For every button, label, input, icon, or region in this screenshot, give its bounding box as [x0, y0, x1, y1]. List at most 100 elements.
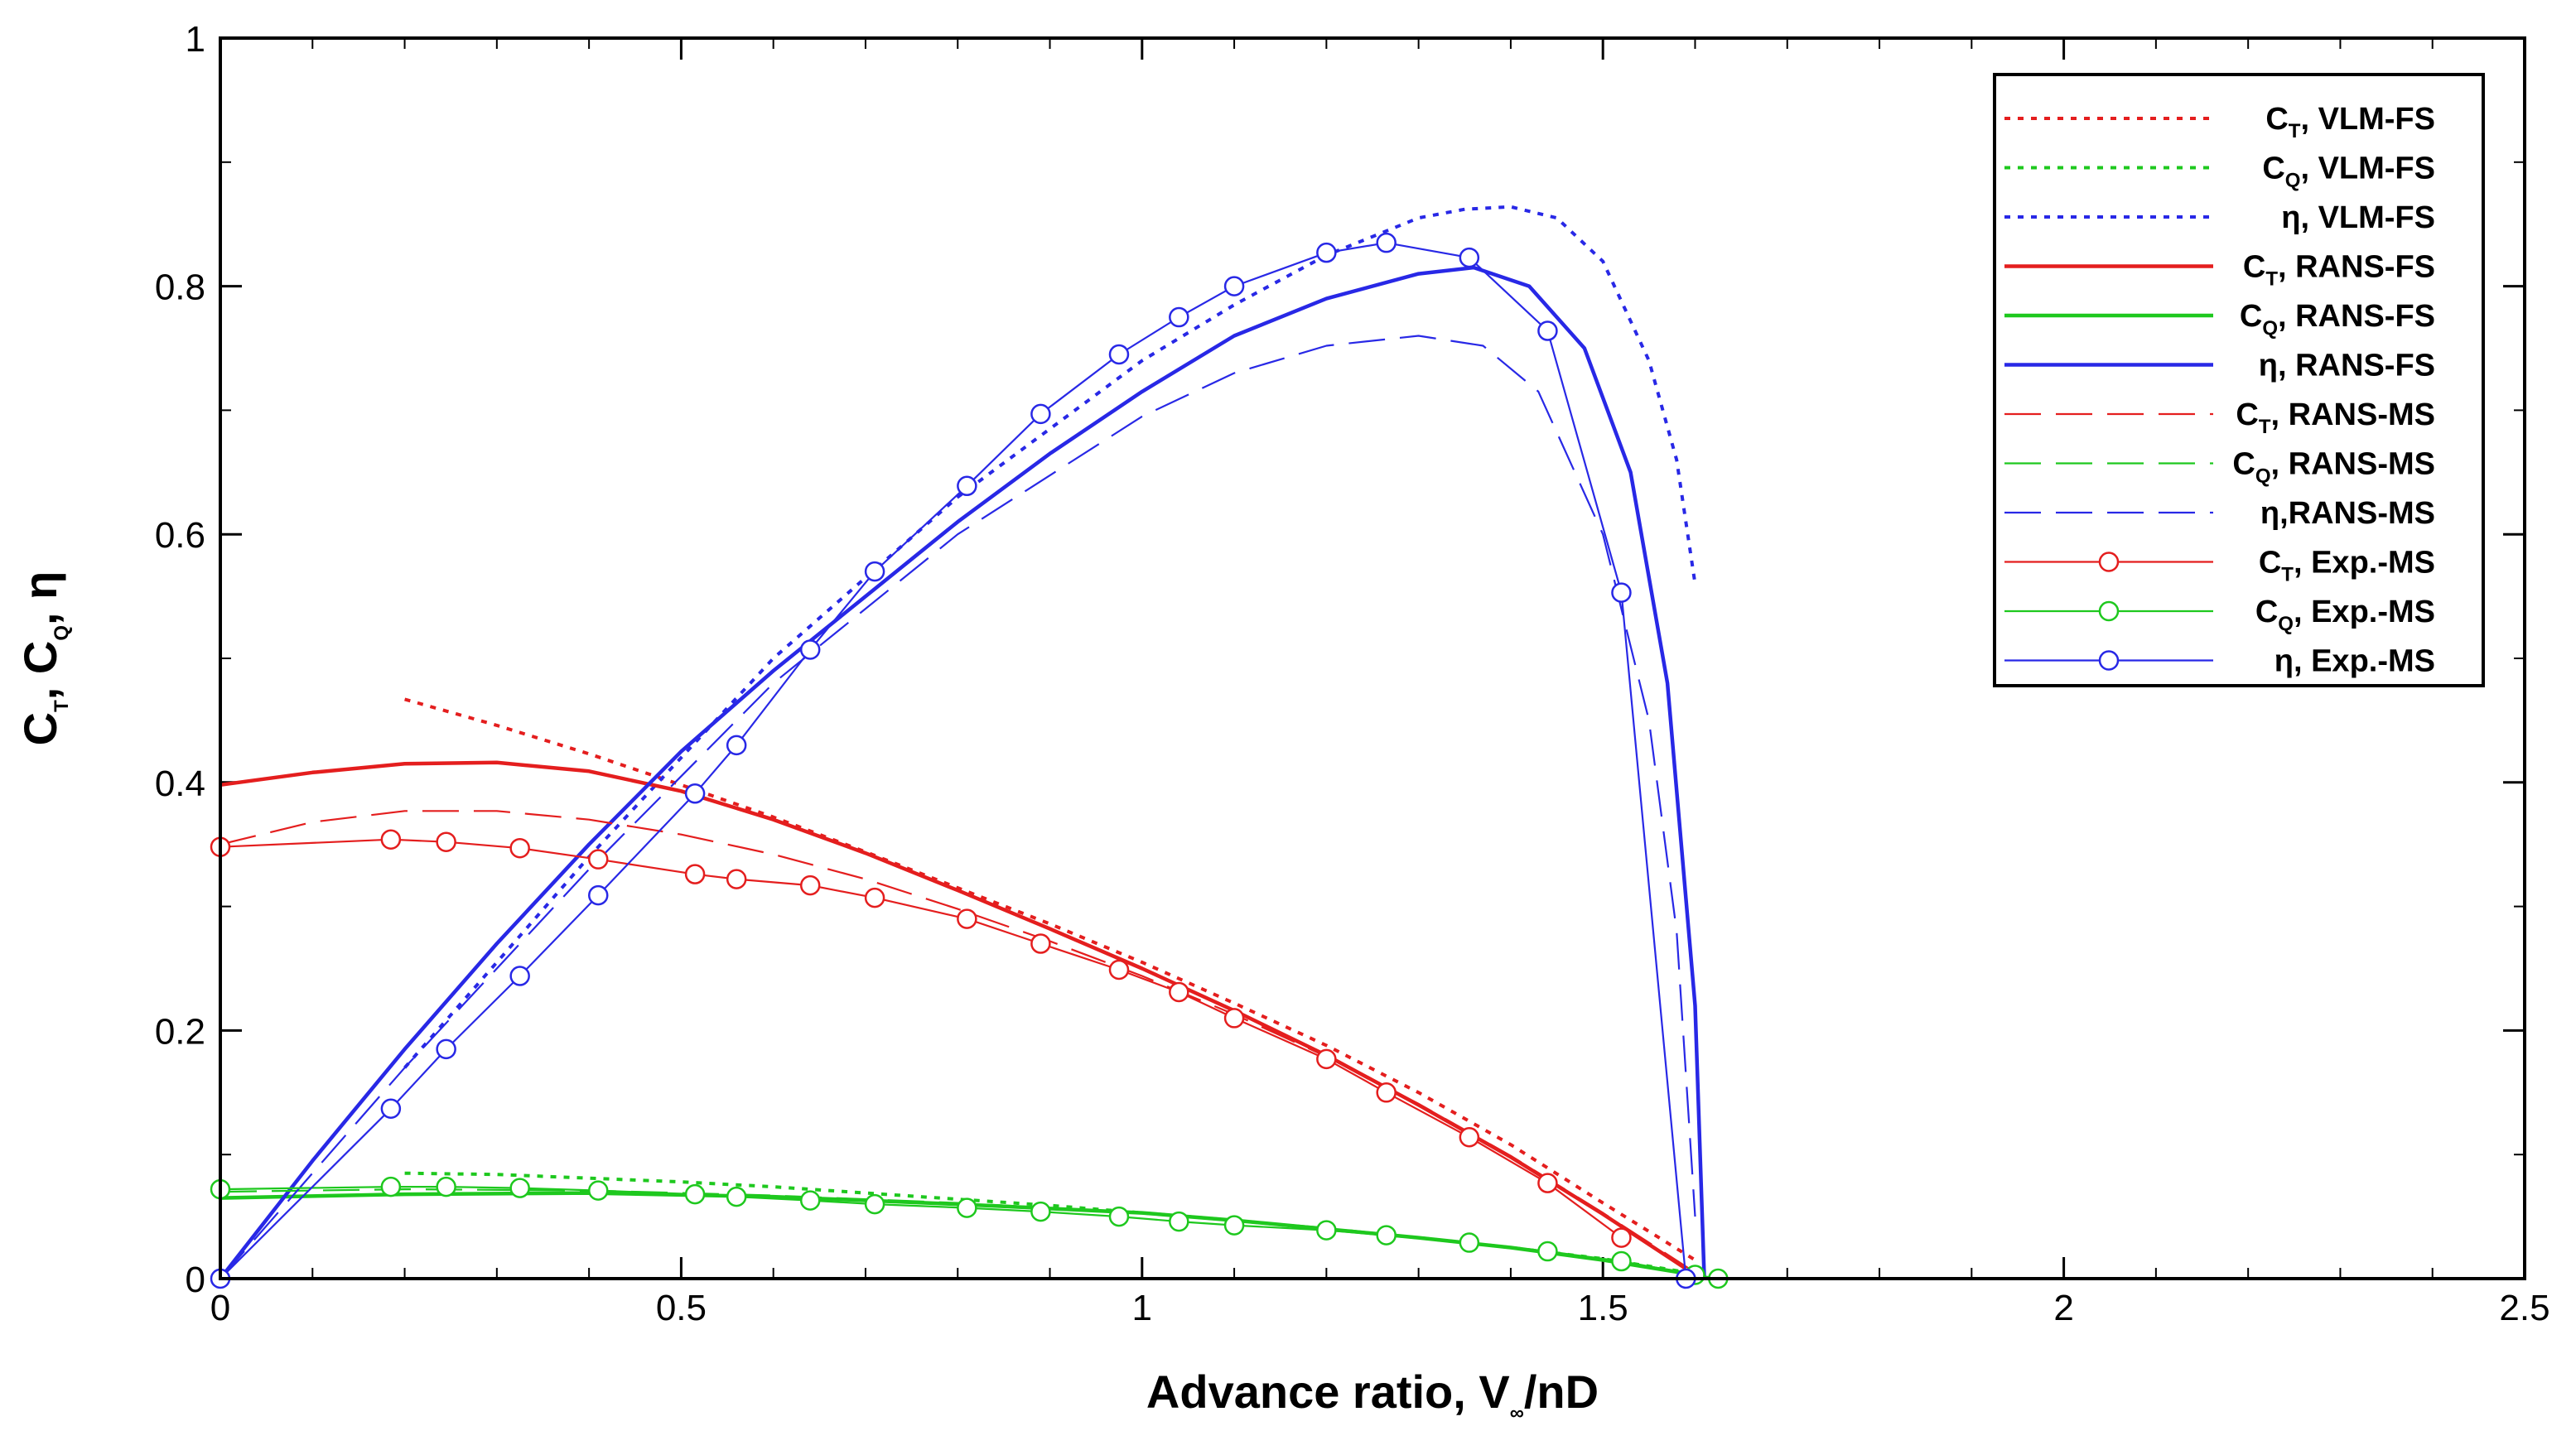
x-tick-label: 1	[1132, 1288, 1152, 1328]
legend-label-cq-exp-ms: CQ, Exp.-MS	[2255, 595, 2435, 635]
x-tick-label: 0.5	[656, 1288, 707, 1328]
legend-entry-eta-exp-ms: η, Exp.-MS	[2004, 644, 2435, 679]
legend-label-ct-exp-ms: CT, Exp.-MS	[2259, 546, 2435, 586]
data-point-cq-exp-ms	[380, 1176, 402, 1197]
data-point-cq-exp-ms	[1537, 1241, 1558, 1262]
x-axis-title: Advance ratio, V∞/nD	[1146, 1366, 1599, 1424]
legend-label-eta-exp-ms: η, Exp.-MS	[2275, 644, 2435, 679]
data-point-ct-exp-ms	[864, 887, 885, 908]
legend-box	[1993, 73, 2485, 687]
legend-label-ct-rans-fs: CT, RANS-FS	[2243, 250, 2435, 291]
legend-entry-ct-rans-fs: CT, RANS-FS	[2004, 250, 2435, 291]
series-cq-exp-ms	[210, 1176, 1729, 1289]
legend-entry-ct-vlm-fs: CT, VLM-FS	[2004, 102, 2435, 142]
legend-label-eta-rans-fs: η, RANS-FS	[2259, 349, 2435, 383]
data-point-eta-exp-ms	[1459, 247, 1480, 268]
data-point-ct-exp-ms	[799, 874, 821, 896]
series-ct-exp-ms	[210, 829, 1632, 1248]
data-point-ct-exp-ms	[436, 831, 456, 852]
legend-entry-ct-rans-ms: CT, RANS-MS	[2004, 398, 2435, 438]
data-point-cq-exp-ms	[1030, 1201, 1051, 1222]
data-point-eta-exp-ms	[1030, 403, 1051, 425]
data-point-eta-exp-ms	[1376, 232, 1397, 253]
data-point-ct-exp-ms	[1030, 933, 1051, 954]
x-tick-label: 0	[210, 1288, 230, 1328]
series-line-ct-rans-ms	[219, 810, 1696, 1274]
data-point-ct-exp-ms	[957, 908, 977, 929]
data-point-eta-exp-ms	[684, 783, 706, 804]
series-layer	[210, 205, 1729, 1289]
series-line-ct-rans-fs	[219, 760, 1687, 1270]
y-tick-label: 0.4	[155, 764, 205, 804]
data-point-eta-exp-ms	[380, 1098, 402, 1120]
series-ct-rans-ms	[219, 810, 1696, 1274]
data-point-ct-exp-ms	[1537, 1173, 1558, 1193]
data-point-ct-exp-ms	[1108, 959, 1130, 980]
data-point-cq-exp-ms	[436, 1176, 456, 1197]
legend-marker-eta-exp-ms	[2098, 650, 2120, 671]
x-tick-label: 1.5	[1578, 1288, 1628, 1328]
data-point-cq-exp-ms	[587, 1180, 609, 1201]
data-point-cq-exp-ms	[864, 1193, 885, 1215]
y-axis-title: CT, CQ, η	[14, 571, 73, 746]
data-point-ct-exp-ms	[1316, 1048, 1337, 1070]
y-tick-label: 0.6	[155, 515, 205, 556]
data-point-ct-exp-ms	[1611, 1227, 1632, 1248]
y-tick-label: 1	[186, 19, 205, 60]
data-point-cq-exp-ms	[726, 1186, 747, 1207]
data-point-cq-exp-ms	[1611, 1250, 1632, 1272]
legend-entry-eta-vlm-fs: η, VLM-FS	[2004, 200, 2435, 235]
data-point-eta-exp-ms	[1108, 344, 1130, 365]
legend-label-eta-vlm-fs: η, VLM-FS	[2281, 200, 2435, 235]
legend-marker-ct-exp-ms	[2098, 552, 2120, 572]
data-point-cq-exp-ms	[1108, 1206, 1130, 1227]
legend-label-ct-vlm-fs: CT, VLM-FS	[2265, 102, 2435, 142]
data-point-eta-exp-ms	[799, 639, 821, 660]
data-point-cq-exp-ms	[1223, 1215, 1245, 1236]
legend-entry-eta-rans-fs: η, RANS-FS	[2004, 349, 2435, 383]
data-point-eta-exp-ms	[1537, 320, 1558, 341]
legend-entry-cq-exp-ms: CQ, Exp.-MS	[2004, 595, 2435, 635]
x-tick-label: 2.5	[2499, 1288, 2549, 1328]
data-point-ct-exp-ms	[726, 869, 747, 889]
series-eta-rans-fs	[219, 265, 1706, 1280]
data-point-ct-exp-ms	[1459, 1126, 1480, 1148]
data-point-eta-exp-ms	[1223, 276, 1245, 296]
series-ct-rans-fs	[219, 760, 1687, 1270]
legend-entries: CT, VLM-FS CQ, VLM-FS η, VLM-FS CT, RANS-FS…	[2004, 102, 2435, 679]
data-point-cq-exp-ms	[957, 1197, 977, 1218]
data-point-cq-exp-ms	[1376, 1225, 1397, 1246]
data-point-cq-exp-ms	[1169, 1211, 1189, 1232]
legend-label-cq-rans-fs: CQ, RANS-FS	[2240, 299, 2435, 340]
plot-frame	[219, 36, 2526, 1280]
series-line-eta-rans-ms	[219, 335, 1696, 1279]
y-tick-label: 0	[186, 1260, 205, 1300]
data-point-eta-exp-ms	[436, 1038, 456, 1060]
legend-entry-cq-vlm-fs: CQ, VLM-FS	[2004, 152, 2435, 192]
tick-labels: 0 0.5 1 1.5 2 2.5 0 0.2 0.4 0.6 0.8 1	[155, 19, 2550, 1328]
data-point-eta-exp-ms	[957, 475, 977, 497]
data-point-ct-exp-ms	[509, 837, 530, 859]
data-point-ct-exp-ms	[587, 849, 609, 870]
data-point-cq-exp-ms	[1459, 1232, 1480, 1253]
legend-entry-eta-rans-ms: η,RANS-MS	[2004, 496, 2435, 531]
legend-entry-ct-exp-ms: CT, Exp.-MS	[2004, 546, 2435, 586]
y-tick-label: 0.2	[155, 1011, 205, 1052]
legend-entry-cq-rans-fs: CQ, RANS-FS	[2004, 299, 2435, 340]
y-tick-label: 0.8	[155, 267, 205, 308]
series-line-eta-rans-fs	[219, 265, 1706, 1280]
legend-label-cq-rans-ms: CQ, RANS-MS	[2232, 447, 2435, 488]
data-point-eta-exp-ms	[1611, 582, 1632, 603]
data-point-cq-exp-ms	[799, 1190, 821, 1211]
data-point-cq-exp-ms	[1316, 1220, 1337, 1241]
data-point-ct-exp-ms	[684, 864, 706, 884]
legend-entry-cq-rans-ms: CQ, RANS-MS	[2004, 447, 2435, 488]
data-point-eta-exp-ms	[1316, 242, 1337, 263]
legend-label-eta-rans-ms: η,RANS-MS	[2260, 496, 2435, 531]
data-point-eta-exp-ms	[509, 966, 530, 986]
data-point-eta-exp-ms	[864, 561, 885, 582]
series-line-eta-exp-ms	[219, 242, 1687, 1279]
data-point-eta-exp-ms	[1169, 306, 1189, 328]
data-point-cq-exp-ms	[509, 1178, 530, 1198]
